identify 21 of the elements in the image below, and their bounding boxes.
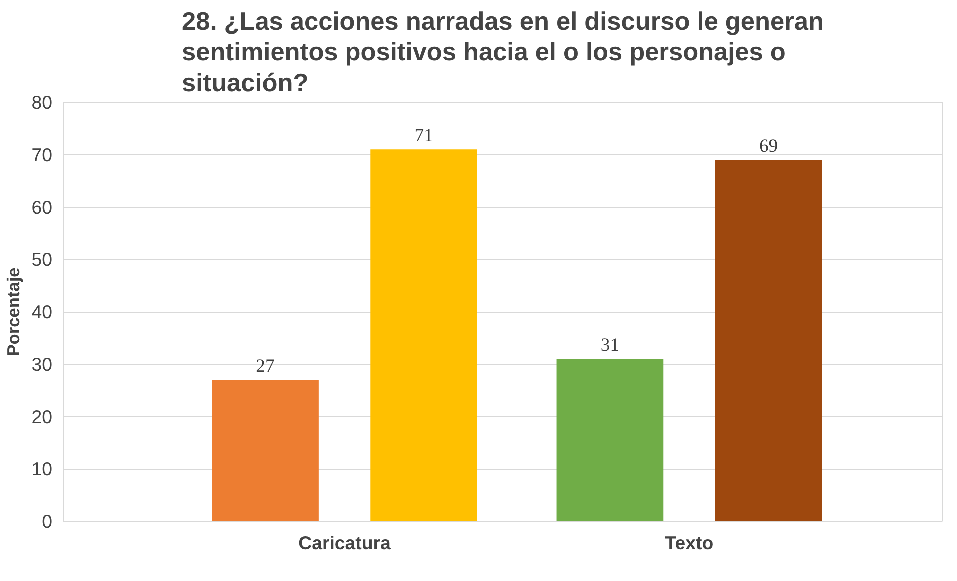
y-tick-label: 80 bbox=[32, 92, 53, 113]
data-label: 27 bbox=[256, 356, 275, 378]
x-tick-label: Texto bbox=[665, 532, 714, 554]
y-tick-label: 0 bbox=[42, 511, 53, 532]
y-tick-label: 20 bbox=[32, 406, 53, 428]
chart-title: 28. ¿Las acciones narradas en el discurso le generan sentimientos positivos hacia el o los personajes o situación? bbox=[182, 8, 824, 98]
y-tick-label: 50 bbox=[32, 249, 53, 270]
bar bbox=[715, 160, 822, 522]
data-label: 71 bbox=[414, 126, 434, 147]
bar bbox=[212, 380, 319, 522]
y-tick-label: 40 bbox=[32, 302, 53, 322]
y-tick-label: 30 bbox=[32, 354, 53, 375]
bar bbox=[370, 150, 478, 522]
y-tick-label: 60 bbox=[32, 196, 53, 218]
data-label: 69 bbox=[759, 136, 778, 158]
bar bbox=[556, 359, 664, 522]
y-tick-label: 70 bbox=[32, 144, 53, 166]
x-tick-label: Caricatura bbox=[298, 532, 392, 554]
y-tick-label: 10 bbox=[32, 458, 53, 480]
data-label: 31 bbox=[600, 335, 620, 356]
y-axis-title: Porcentaje bbox=[4, 267, 24, 356]
